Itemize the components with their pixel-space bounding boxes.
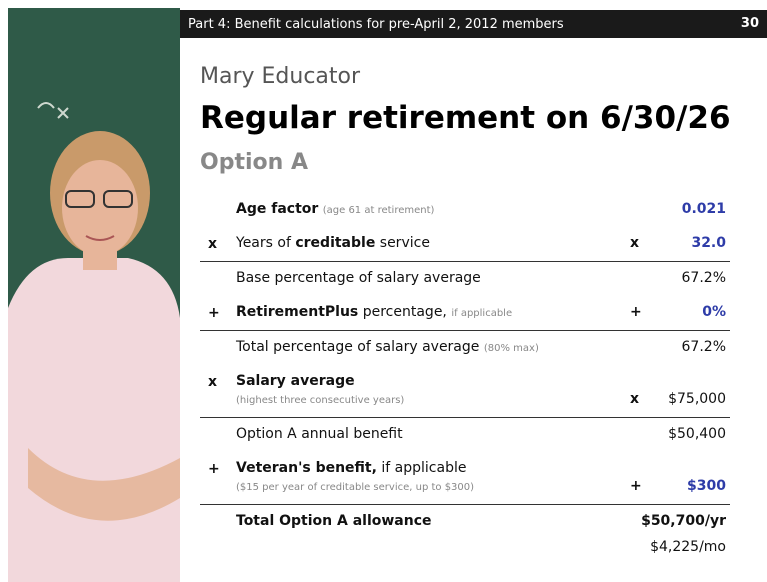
label-part: Veteran's benefit, — [236, 460, 377, 476]
row-value: $50,700/yr — [641, 513, 726, 529]
row-value: $50,400 — [668, 426, 726, 442]
photo — [8, 8, 180, 582]
calc-row: x Salary average (highest three consecutiv… — [200, 365, 730, 418]
label-part: Option A annual benefit — [236, 426, 403, 442]
subtitle: Option A — [200, 150, 308, 175]
operator: x — [630, 235, 639, 251]
row-label: Veteran's benefit, if applicable — [236, 460, 466, 476]
label-part: Salary average — [236, 373, 355, 389]
operator: + — [208, 461, 220, 477]
operator: x — [208, 236, 217, 252]
row-value: $300 — [687, 478, 726, 494]
row-subnote: ($15 per year of creditable service, up … — [236, 482, 474, 493]
label-part: Total percentage of salary average — [236, 339, 479, 355]
row-note: (80% max) — [484, 343, 539, 354]
operator: x — [630, 391, 639, 407]
title: Regular retirement on 6/30/26 — [200, 100, 731, 136]
row-label: Years of creditable service — [236, 235, 430, 251]
row-label: Base percentage of salary average — [236, 270, 481, 286]
section-title: Part 4: Benefit calculations for pre-Apr… — [188, 17, 564, 32]
row-label: RetirementPlus percentage, if applicable — [236, 304, 512, 320]
row-label: Total Option A allowance — [236, 513, 432, 529]
label-part: percentage, — [358, 304, 447, 320]
calc-row: + RetirementPlus percentage, if applicabl… — [200, 296, 730, 331]
page-number: 30 — [741, 16, 759, 31]
operator: + — [630, 478, 642, 494]
row-note: if applicable — [451, 308, 512, 319]
row-label: Age factor (age 61 at retirement) — [236, 201, 434, 217]
calc-row: Age factor (age 61 at retirement) 0.021 — [200, 193, 730, 227]
operator: + — [630, 304, 642, 320]
operator: + — [208, 305, 220, 321]
calc-row: + Veteran's benefit, if applicable ($15 pe… — [200, 452, 730, 505]
row-value: 0% — [702, 304, 726, 320]
member-name: Mary Educator — [200, 64, 360, 89]
header-bar: Part 4: Benefit calculations for pre-Apr… — [180, 10, 767, 38]
row-value: 32.0 — [691, 235, 726, 251]
calc-row: Base percentage of salary average 67.2% — [200, 262, 730, 296]
label-part: service — [375, 235, 430, 251]
calculation-table: Age factor (age 61 at retirement) 0.021 x Y… — [200, 193, 730, 557]
operator: x — [208, 374, 217, 390]
label-part: Years of — [236, 235, 295, 251]
calc-row: Total Option A allowance $50,700/yr $4,225… — [200, 505, 730, 557]
row-label: Option A annual benefit — [236, 426, 403, 442]
row-value: 67.2% — [682, 270, 726, 286]
row-subnote: (highest three consecutive years) — [236, 395, 404, 406]
calc-row: Total percentage of salary average (80% … — [200, 331, 730, 365]
row-value: 0.021 — [682, 201, 726, 217]
row-note: (age 61 at retirement) — [323, 205, 435, 216]
row-label: Total percentage of salary average (80% … — [236, 339, 539, 355]
row-value: $75,000 — [668, 391, 726, 407]
calc-row: Option A annual benefit $50,400 — [200, 418, 730, 452]
label-part: Age factor — [236, 201, 318, 217]
row-label: Salary average — [236, 373, 355, 389]
label-part: Total Option A allowance — [236, 513, 432, 529]
row-extra: $4,225/mo — [650, 539, 726, 555]
label-part: Base percentage of salary average — [236, 270, 481, 286]
label-part: if applicable — [377, 460, 467, 476]
page: Part 4: Benefit calculations for pre-Apr… — [0, 0, 767, 582]
row-value: 67.2% — [682, 339, 726, 355]
label-part: creditable — [295, 235, 375, 251]
calc-row: x Years of creditable service x 32.0 — [200, 227, 730, 262]
label-part: RetirementPlus — [236, 304, 358, 320]
